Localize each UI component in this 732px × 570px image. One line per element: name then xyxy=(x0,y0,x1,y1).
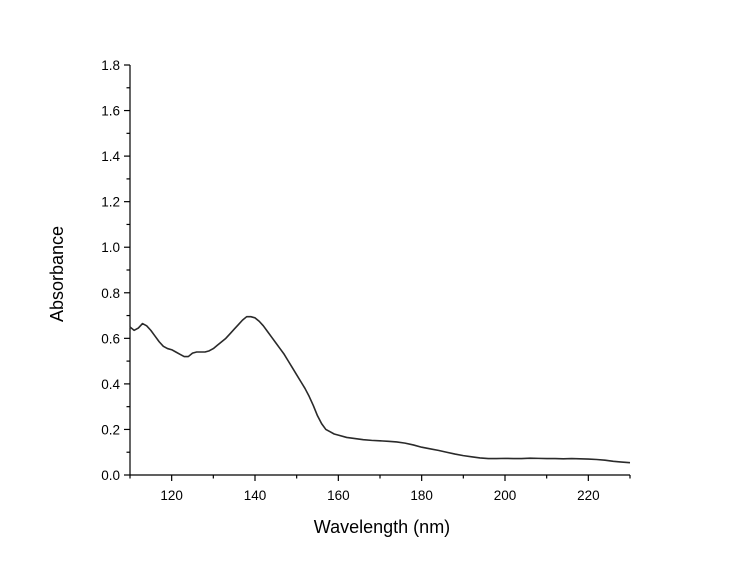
x-tick-label: 160 xyxy=(327,488,350,503)
plot-frame xyxy=(129,65,630,476)
y-tick-label: 0.6 xyxy=(101,331,120,346)
x-axis-title: Wavelength (nm) xyxy=(314,517,450,537)
x-tick-label: 120 xyxy=(160,488,183,503)
y-tick-label: 0.2 xyxy=(101,422,120,437)
y-axis-title: Absorbance xyxy=(47,226,67,322)
x-tick-label: 140 xyxy=(244,488,267,503)
y-tick-label: 0.0 xyxy=(101,468,120,483)
x-tick-label: 220 xyxy=(577,488,600,503)
y-tick-label: 1.4 xyxy=(101,149,120,164)
y-tick-label: 0.4 xyxy=(101,377,120,392)
x-axis-ticks: 120 140 160 180 200 220 xyxy=(129,475,631,503)
x-tick-label: 200 xyxy=(494,488,517,503)
y-tick-label: 0.8 xyxy=(101,286,120,301)
y-tick-label: 1.6 xyxy=(101,104,120,119)
y-axis-ticks: 0.0 0.2 0.4 0.6 0.8 1.0 1.2 1.4 1.6 1.8 xyxy=(101,58,130,483)
absorbance-series-line xyxy=(129,315,631,464)
y-tick-label: 1.8 xyxy=(101,58,120,73)
y-tick-label: 1.0 xyxy=(101,240,120,255)
y-tick-label: 1.2 xyxy=(101,195,120,210)
x-tick-label: 180 xyxy=(410,488,433,503)
